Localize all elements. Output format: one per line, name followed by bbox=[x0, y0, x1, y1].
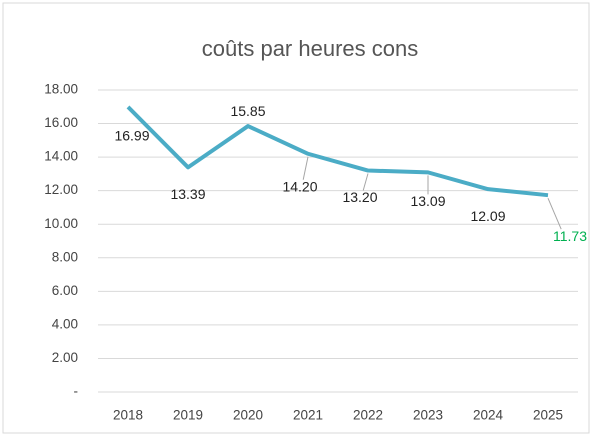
y-tick-label: 8.00 bbox=[52, 249, 78, 264]
data-label: 13.20 bbox=[342, 189, 377, 205]
y-tick-label: 18.00 bbox=[44, 82, 78, 97]
x-tick-label: 2018 bbox=[113, 408, 143, 423]
y-tick-label: 10.00 bbox=[44, 216, 78, 231]
data-label: 11.73 bbox=[553, 228, 587, 244]
data-label: 12.09 bbox=[470, 208, 505, 224]
data-label: 13.39 bbox=[170, 186, 205, 202]
x-tick-label: 2022 bbox=[353, 408, 383, 423]
data-label: 15.85 bbox=[230, 103, 265, 119]
x-tick-label: 2020 bbox=[233, 408, 263, 423]
data-label: 14.20 bbox=[282, 178, 317, 194]
x-tick-label: 2019 bbox=[173, 408, 203, 423]
y-tick-label: 16.00 bbox=[44, 115, 78, 130]
data-line bbox=[126, 105, 549, 198]
leader-line bbox=[547, 198, 562, 230]
chart-title: coûts par heures cons bbox=[202, 36, 418, 61]
x-tick-label: 2023 bbox=[413, 408, 443, 423]
x-tick-label: 2024 bbox=[473, 408, 504, 423]
x-tick-label: 2025 bbox=[533, 408, 563, 423]
leader-line bbox=[362, 173, 369, 191]
y-tick-label: 2.00 bbox=[52, 350, 78, 365]
x-tick-label: 2021 bbox=[293, 408, 323, 423]
y-tick-label: 12.00 bbox=[44, 182, 78, 197]
leader-line bbox=[302, 156, 309, 180]
data-label: 16.99 bbox=[114, 128, 149, 144]
y-tick-label: 6.00 bbox=[52, 283, 78, 298]
data-label: 13.09 bbox=[410, 193, 445, 209]
y-tick-label: 4.00 bbox=[52, 316, 78, 331]
y-tick-label: 14.00 bbox=[44, 149, 78, 164]
y-tick-label: - bbox=[74, 384, 79, 399]
